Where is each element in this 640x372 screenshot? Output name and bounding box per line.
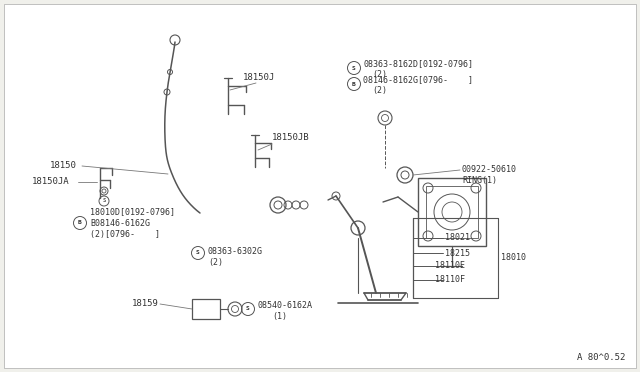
Text: (2): (2) xyxy=(372,71,387,80)
Text: B: B xyxy=(352,81,356,87)
Text: 18150JA: 18150JA xyxy=(32,177,70,186)
Bar xyxy=(192,299,220,319)
Text: 18215: 18215 xyxy=(445,248,470,257)
Text: 18110E: 18110E xyxy=(435,262,465,270)
Text: 00922-50610: 00922-50610 xyxy=(462,166,517,174)
Text: S: S xyxy=(102,199,106,203)
Text: 18150JB: 18150JB xyxy=(272,134,310,142)
Text: 08540-6162A: 08540-6162A xyxy=(258,301,313,310)
Text: 18150: 18150 xyxy=(50,161,77,170)
Bar xyxy=(418,178,486,246)
Text: B: B xyxy=(78,221,82,225)
Bar xyxy=(426,186,478,238)
Text: B08146-6162G: B08146-6162G xyxy=(90,218,150,228)
Text: 18159: 18159 xyxy=(132,299,159,308)
Text: (2): (2) xyxy=(208,257,223,266)
Text: RING(1): RING(1) xyxy=(462,176,497,186)
Text: 18110F: 18110F xyxy=(435,276,465,285)
Text: 18150J: 18150J xyxy=(243,73,275,81)
FancyBboxPatch shape xyxy=(4,4,636,368)
Text: (1): (1) xyxy=(272,311,287,321)
Text: S: S xyxy=(246,307,250,311)
Text: 08146-8162G[0796-    ]: 08146-8162G[0796- ] xyxy=(363,76,473,84)
Text: 18021: 18021 xyxy=(445,234,470,243)
Text: 18010D[0192-0796]: 18010D[0192-0796] xyxy=(90,208,175,217)
Text: (2): (2) xyxy=(372,87,387,96)
Text: 08363-8162D[0192-0796]: 08363-8162D[0192-0796] xyxy=(363,60,473,68)
Text: S: S xyxy=(196,250,200,256)
Text: A 80^0.52: A 80^0.52 xyxy=(577,353,625,362)
Text: 18010: 18010 xyxy=(501,253,526,263)
Text: 08363-6302G: 08363-6302G xyxy=(208,247,263,256)
Text: (2)[0796-    ]: (2)[0796- ] xyxy=(90,230,160,238)
Text: S: S xyxy=(352,65,356,71)
